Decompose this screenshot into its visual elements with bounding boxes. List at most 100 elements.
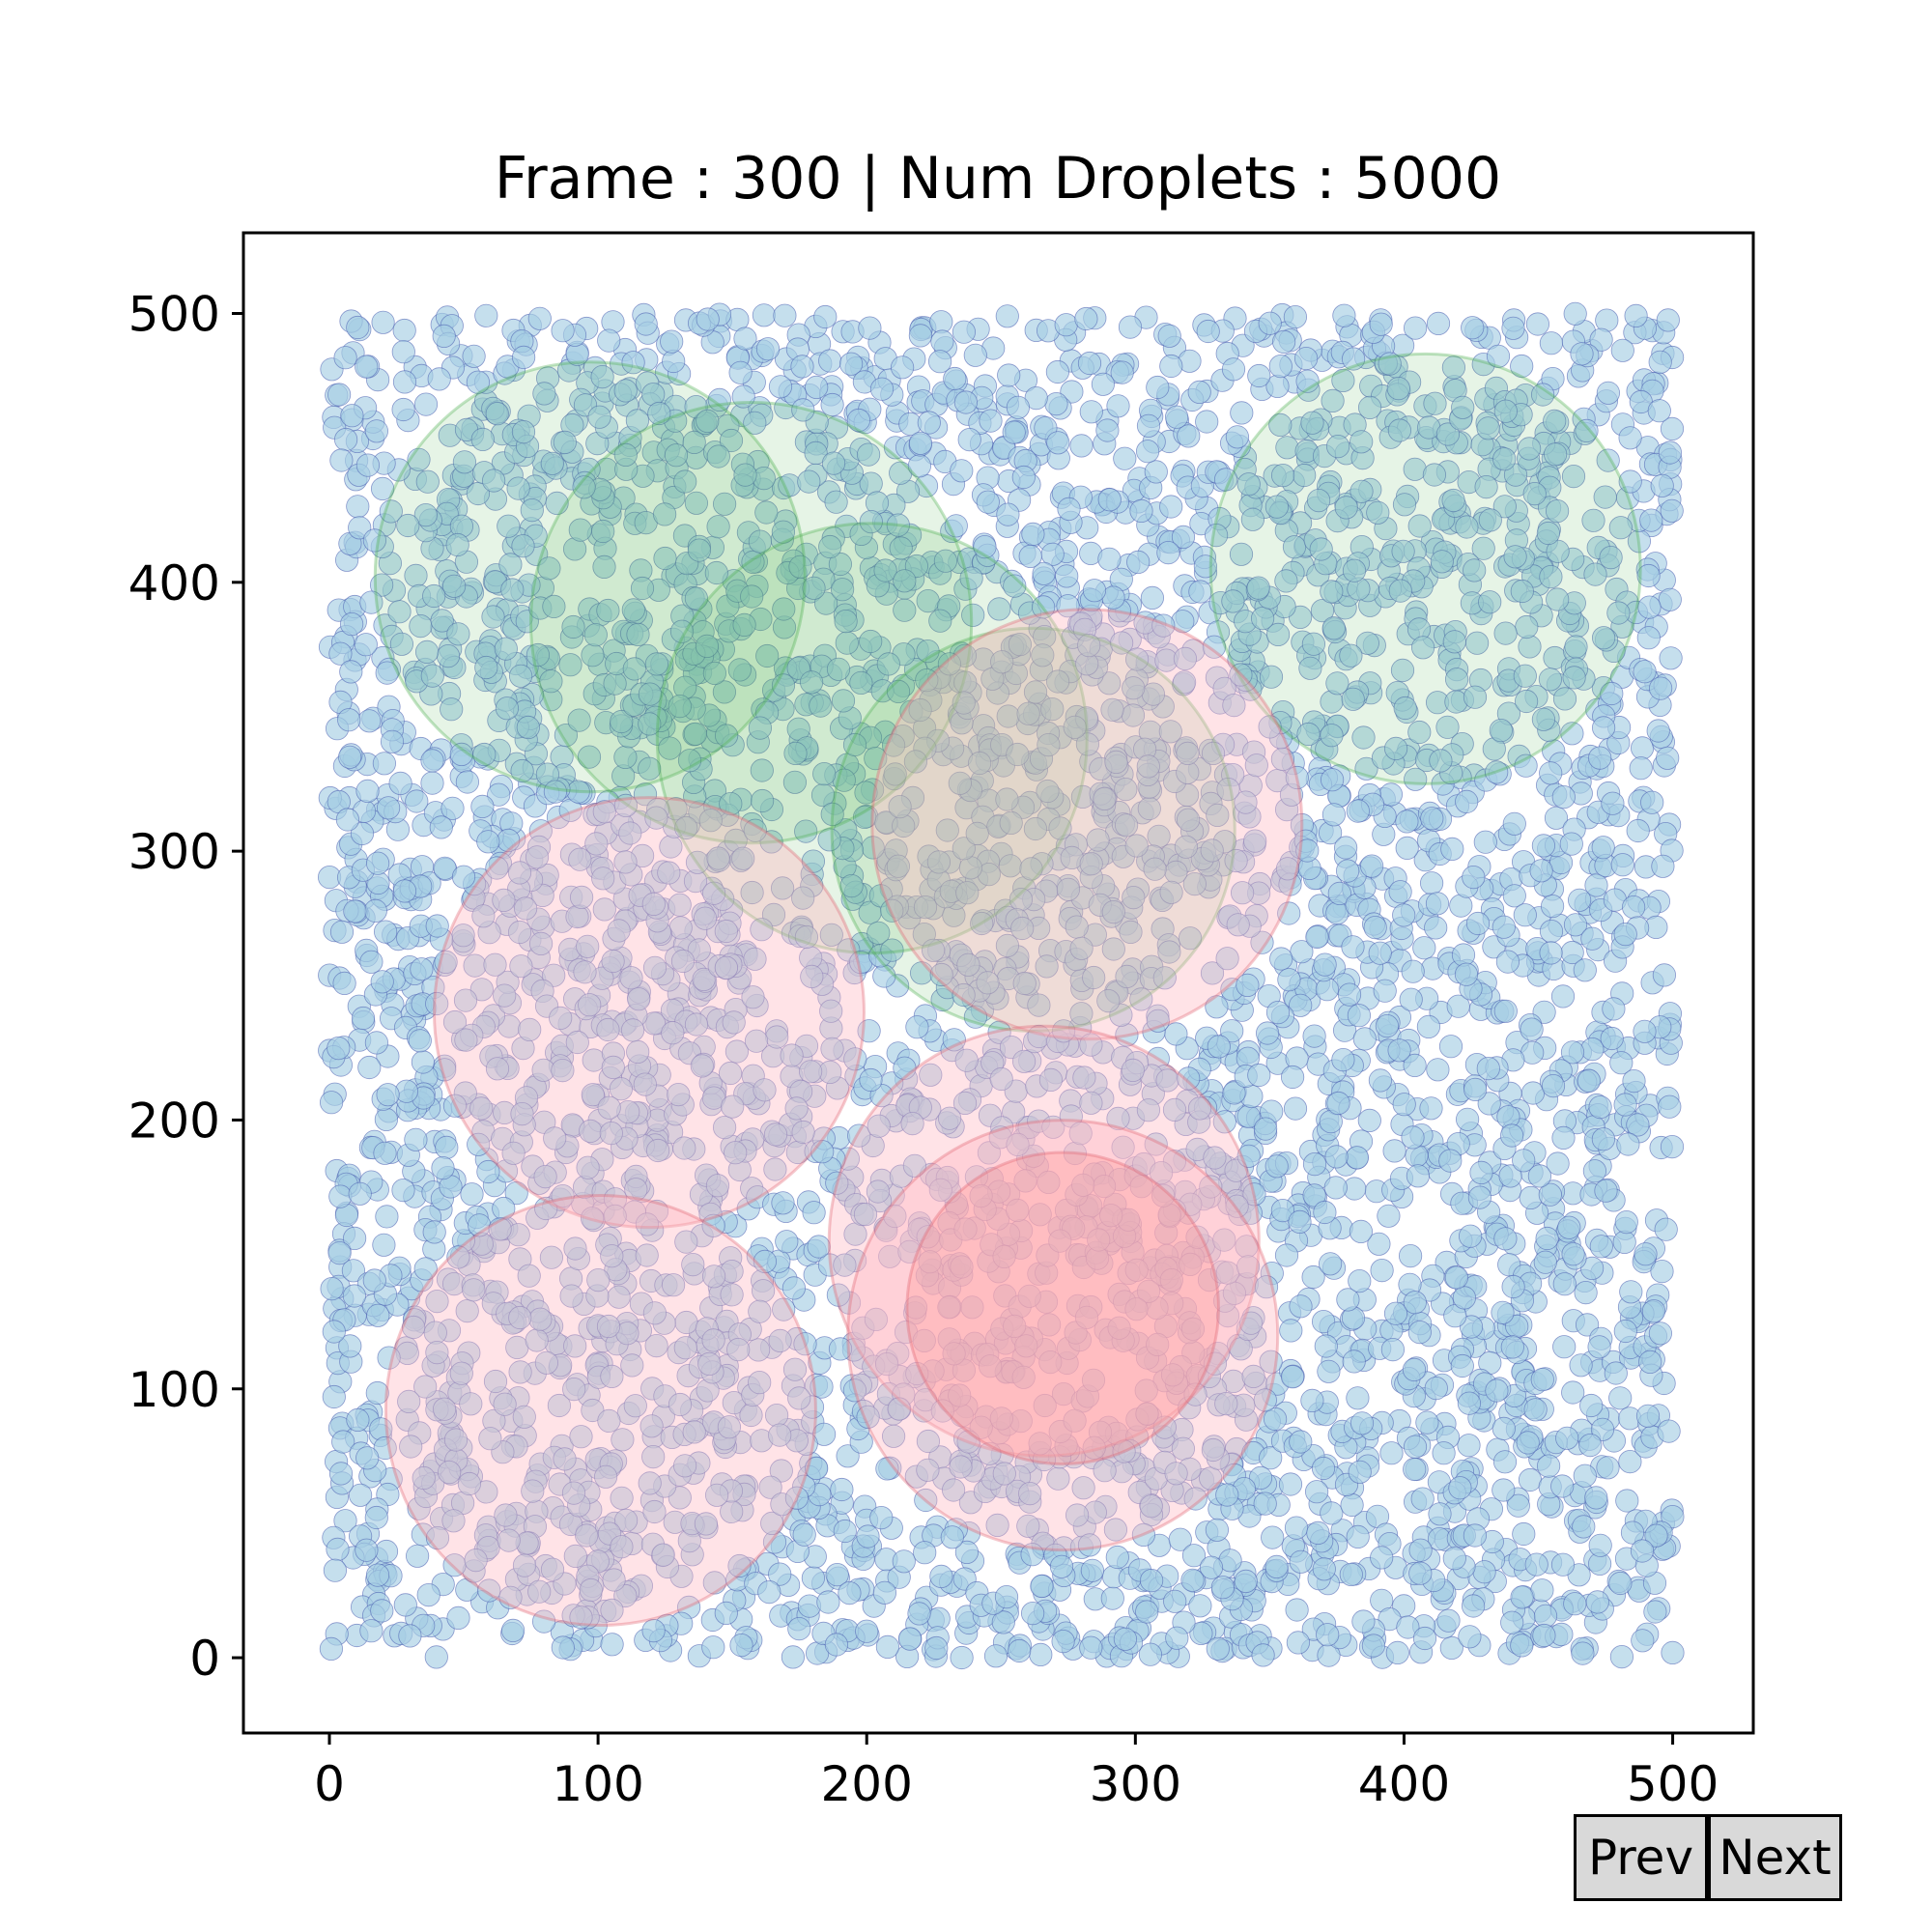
droplet-point: [1311, 1456, 1336, 1481]
droplet-point: [1532, 1623, 1556, 1648]
droplet-point: [320, 1277, 344, 1301]
droplet-point: [771, 1191, 795, 1215]
droplet-point: [1608, 1386, 1633, 1410]
droplet-point: [432, 324, 456, 348]
droplet-point: [365, 851, 390, 875]
droplet-point: [392, 879, 417, 903]
droplet-point: [907, 1602, 931, 1626]
droplet-point: [1555, 1426, 1579, 1450]
droplet-point: [1314, 1334, 1338, 1358]
droplet-point: [1594, 1179, 1618, 1203]
droplet-point: [875, 1634, 900, 1660]
droplet-point: [405, 1544, 430, 1568]
droplet-point: [346, 1407, 370, 1433]
droplet-point: [1188, 1594, 1212, 1618]
droplet-point: [1615, 1489, 1639, 1513]
droplet-point: [1572, 1515, 1596, 1539]
droplet-point: [1588, 746, 1612, 770]
droplet-point: [816, 1590, 840, 1614]
droplet-point: [1518, 1467, 1543, 1492]
droplet-point: [1577, 1068, 1602, 1094]
droplet-point: [500, 1618, 526, 1643]
droplet-point: [1312, 1557, 1336, 1581]
droplet-point: [420, 749, 444, 773]
droplet-point: [339, 660, 363, 684]
droplet-point: [371, 310, 395, 334]
droplet-point: [1403, 1291, 1427, 1315]
droplet-point: [950, 1645, 974, 1670]
droplet-point: [802, 1201, 826, 1225]
droplet-point: [1268, 354, 1293, 379]
droplet-point: [1404, 316, 1428, 340]
droplet-point: [757, 1580, 781, 1605]
droplet-point: [333, 427, 358, 452]
droplet-point: [328, 1462, 354, 1486]
droplet-point: [1495, 950, 1520, 974]
droplet-point: [1649, 676, 1673, 700]
droplet-point: [1136, 440, 1160, 464]
droplet-point: [1473, 830, 1497, 854]
droplet-point: [1080, 1558, 1105, 1582]
droplet-point: [1412, 936, 1436, 960]
droplet-point: [1105, 1545, 1129, 1570]
droplet-point: [1225, 425, 1250, 449]
droplet-point: [1424, 916, 1448, 940]
droplet-point: [1346, 799, 1370, 823]
droplet-point: [1057, 497, 1081, 522]
droplet-point: [1435, 715, 1460, 739]
droplet-point: [1569, 1353, 1593, 1378]
droplet-point: [1306, 1520, 1330, 1546]
droplet-point: [855, 1619, 879, 1643]
droplet-point: [1630, 1539, 1655, 1563]
droplet-point: [1321, 768, 1345, 792]
droplet-point: [351, 1006, 376, 1031]
droplet-point: [1399, 1244, 1423, 1268]
droplet-point: [1113, 446, 1137, 470]
droplet-point: [355, 355, 379, 379]
droplet-point: [1294, 346, 1319, 371]
droplet-point: [1596, 381, 1621, 405]
droplet-point: [329, 920, 355, 944]
droplet-point: [408, 1029, 432, 1053]
droplet-point: [359, 950, 384, 974]
droplet-point: [801, 1566, 826, 1590]
droplet-layer: [317, 301, 1685, 1670]
droplet-point: [1550, 1474, 1575, 1498]
droplet-point: [1196, 319, 1220, 344]
droplet-point: [429, 815, 453, 839]
droplet-point: [1513, 903, 1537, 927]
droplet-point: [348, 1181, 372, 1206]
droplet-point: [1317, 1359, 1341, 1383]
droplet-point: [1368, 941, 1392, 965]
droplet-point: [1401, 959, 1425, 983]
droplet-point: [1585, 1590, 1609, 1614]
droplet-point: [1541, 894, 1565, 919]
droplet-point: [1602, 997, 1626, 1021]
droplet-point: [1221, 357, 1246, 382]
droplet-point: [1612, 1230, 1636, 1255]
droplet-point: [1140, 585, 1165, 611]
droplet-point: [372, 752, 396, 776]
droplet-point: [1639, 508, 1663, 532]
droplet-point: [600, 1633, 624, 1657]
droplet-point: [1541, 1074, 1566, 1098]
droplet-point: [976, 490, 1000, 514]
droplet-point: [924, 1635, 949, 1661]
droplet-point: [1069, 434, 1094, 458]
droplet-point: [1510, 1634, 1534, 1658]
droplet-point: [1613, 922, 1637, 947]
droplet-point: [1561, 1242, 1585, 1266]
droplet-point: [322, 1384, 346, 1409]
droplet-point: [1388, 880, 1412, 904]
droplet-point: [1138, 1642, 1163, 1666]
droplet-point: [1251, 1643, 1275, 1667]
droplet-point: [1610, 853, 1634, 877]
droplet-point: [897, 1627, 923, 1651]
droplet-point: [1363, 915, 1387, 940]
droplet-point: [1082, 579, 1107, 603]
droplet-point: [1580, 926, 1605, 951]
droplet-point: [476, 830, 500, 854]
droplet-point: [1321, 803, 1347, 827]
droplet-point: [1265, 1001, 1291, 1025]
droplet-point: [1525, 312, 1550, 336]
